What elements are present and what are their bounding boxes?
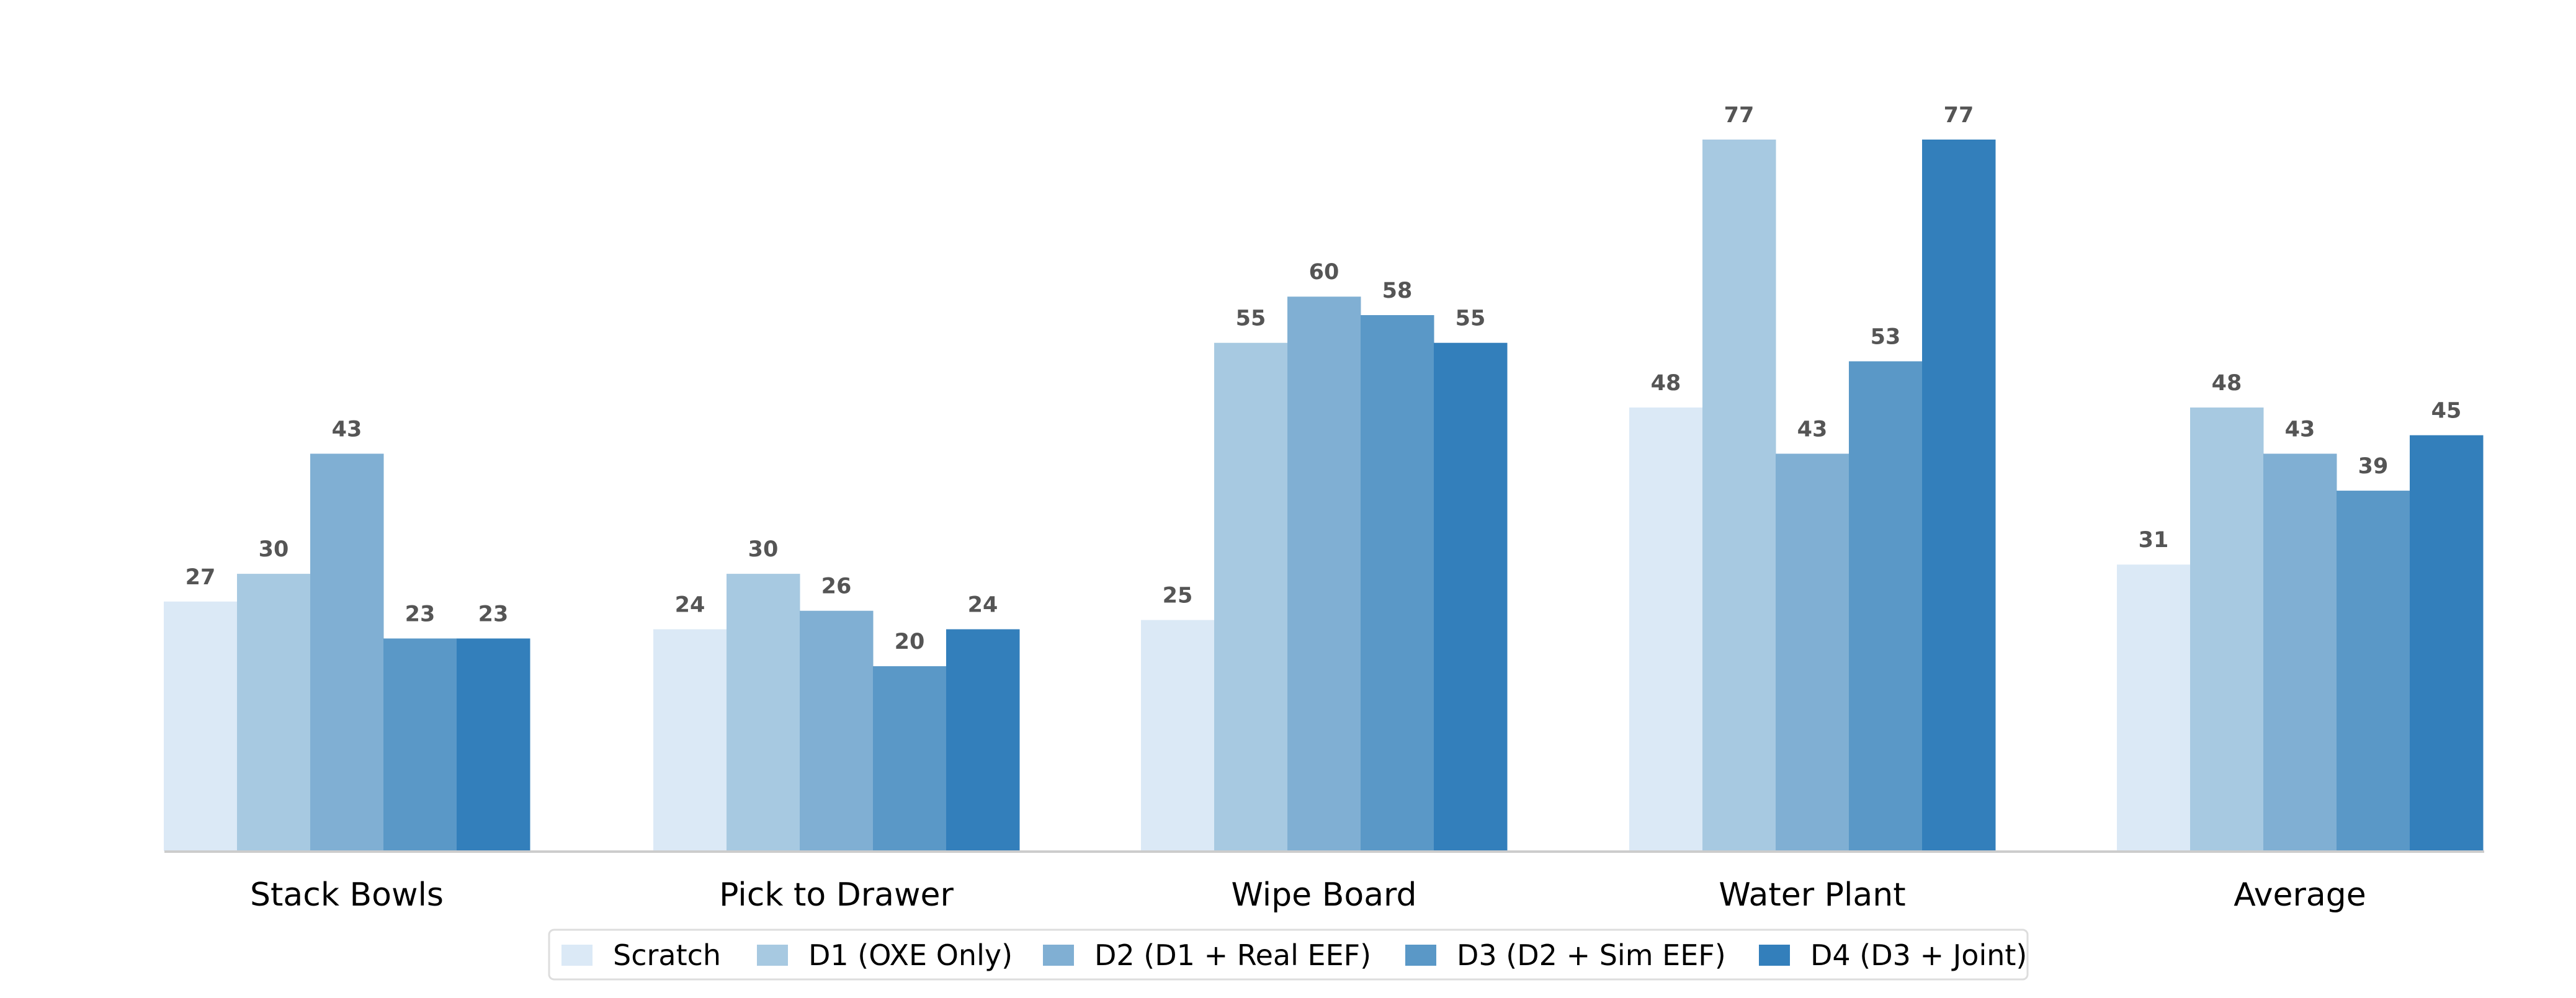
bar-stack-bowls-series-2 (310, 453, 384, 851)
bar-pick-to-drawer-series-1 (727, 574, 800, 851)
bar-average-series-4 (2410, 435, 2484, 851)
bar-water-plant-series-2 (1776, 453, 1849, 851)
bar-stack-bowls-series-4 (457, 638, 530, 851)
legend-box (548, 929, 2029, 981)
value-label: 24 (968, 592, 998, 617)
legend-swatch (1405, 945, 1436, 966)
legend-swatch (757, 945, 788, 966)
bar-water-plant-series-4 (1922, 140, 1996, 851)
legend-label: D2 (D1 + Real EEF) (1094, 938, 1371, 972)
value-label: 77 (1944, 103, 1974, 128)
bar-water-plant-series-0 (1629, 407, 1703, 851)
category-label: Stack Bowls (250, 876, 444, 914)
value-labels-layer: 27 30 43 23 23 24 30 26 20 24 25 55 60 58 55 48 77 43 53 77… (186, 103, 2462, 654)
legend-swatch (1043, 945, 1074, 966)
value-label: 53 (1871, 325, 1901, 350)
value-label: 43 (1797, 417, 1828, 442)
category-label: Water Plant (1719, 876, 1905, 914)
category-label: Wipe Board (1231, 876, 1416, 914)
legend-label: D1 (OXE Only) (808, 938, 1013, 972)
value-label: 20 (895, 630, 925, 654)
bar-stack-bowls-series-1 (237, 574, 311, 851)
bar-wipe-board-series-2 (1287, 296, 1361, 851)
value-label: 23 (405, 602, 436, 626)
value-label: 55 (1236, 306, 1266, 331)
bar-average-series-0 (2117, 564, 2191, 851)
bar-pick-to-drawer-series-4 (946, 629, 1020, 851)
value-label: 30 (748, 537, 779, 562)
legend-label: D3 (D2 + Sim EEF) (1457, 938, 1726, 972)
bar-wipe-board-series-1 (1214, 342, 1288, 851)
legend-swatch (1759, 945, 1790, 966)
value-label: 77 (1724, 103, 1755, 128)
value-label: 31 (2139, 528, 2169, 553)
value-label: 58 (1382, 278, 1413, 303)
bar-wipe-board-series-3 (1361, 315, 1434, 851)
value-label: 55 (1456, 306, 1486, 331)
bar-average-series-1 (2190, 407, 2264, 851)
legend: Scratch D1 (OXE Only) D2 (D1 + Real EEF) D3… (548, 929, 2029, 981)
bar-pick-to-drawer-series-0 (653, 629, 727, 851)
value-label: 23 (478, 602, 509, 626)
bar-wipe-board-series-4 (1434, 342, 1508, 851)
value-label: 60 (1309, 260, 1339, 285)
category-label: Average (2234, 876, 2366, 914)
value-label: 48 (1651, 371, 1681, 396)
value-label: 45 (2431, 399, 2462, 424)
legend-swatch (561, 945, 593, 966)
value-label: 48 (2212, 371, 2242, 396)
value-label: 27 (186, 565, 216, 590)
bar-pick-to-drawer-series-2 (800, 610, 874, 851)
value-label: 43 (332, 417, 362, 442)
value-label: 30 (259, 537, 289, 562)
legend-label: D4 (D3 + Joint) (1810, 938, 2027, 972)
value-label: 39 (2358, 454, 2389, 479)
value-label: 26 (821, 574, 852, 599)
bar-water-plant-series-1 (1702, 140, 1776, 851)
legend-label: Scratch (613, 938, 721, 972)
bar-average-series-3 (2337, 491, 2410, 851)
category-label: Pick to Drawer (719, 876, 954, 914)
value-label: 25 (1163, 584, 1193, 608)
bars-layer (164, 140, 2484, 851)
bar-stack-bowls-series-3 (383, 638, 457, 851)
bar-stack-bowls-series-0 (164, 601, 238, 851)
value-label: 43 (2285, 417, 2315, 442)
bar-pick-to-drawer-series-3 (873, 666, 947, 851)
category-labels-layer: Stack Bowls Pick to Drawer Wipe Board Water… (250, 876, 2366, 914)
value-label: 24 (675, 592, 705, 617)
bar-wipe-board-series-0 (1141, 620, 1215, 851)
bar-water-plant-series-3 (1849, 361, 1923, 851)
bar-average-series-2 (2263, 453, 2337, 851)
